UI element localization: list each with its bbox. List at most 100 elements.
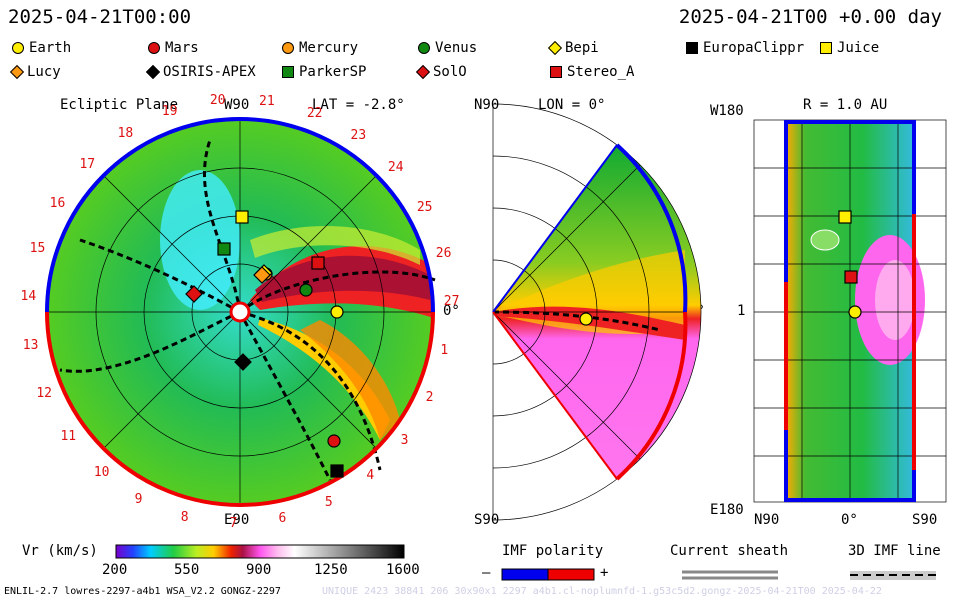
marker-juice (235, 210, 249, 224)
meridional-title: LON = 0° (538, 97, 606, 113)
sphere-mid-left: 1 (737, 303, 746, 319)
current-sheath-label: Current sheath (670, 543, 789, 559)
carrington-tick: 21 (259, 93, 275, 109)
marker-earth (330, 305, 344, 319)
ecliptic-plane-panel (45, 117, 436, 507)
legend-item-bepi: Bepi (547, 40, 599, 56)
legend-item-earth: Earth (12, 40, 71, 56)
legend-item-juice: Juice (820, 40, 879, 56)
carrington-tick: 15 (29, 240, 46, 256)
carrington-tick: 23 (350, 128, 367, 144)
carrington-tick: 16 (49, 195, 66, 211)
colorbar-tick: 900 (246, 562, 272, 578)
time-right: 2025-04-21T00 +0.00 day (678, 6, 942, 28)
carrington-tick: 27 (443, 294, 460, 310)
legend-marker-icon (550, 66, 562, 78)
watermark-info: UNIQUE 2423 38841 206 30x90x1 2297 a4b1.… (322, 586, 882, 597)
carrington-tick: 20 (209, 93, 226, 109)
carrington-tick: 5 (324, 494, 333, 510)
marker-stereo-a (311, 256, 325, 270)
carrington-tick: 6 (278, 510, 287, 526)
carrington-tick: 13 (22, 338, 39, 354)
legend-item-mercury: Mercury (282, 40, 358, 56)
carrington-tick: 26 (435, 245, 452, 261)
ecliptic-title: Ecliptic Plane (60, 97, 179, 113)
carrington-tick: 22 (306, 105, 323, 121)
legend-marker-icon (282, 42, 294, 54)
carrington-tick: 4 (366, 467, 375, 483)
carrington-tick: 24 (387, 160, 404, 176)
legend-marker-icon (418, 42, 430, 54)
ecliptic-right-label: 0° (443, 303, 460, 319)
legend-label: SolO (433, 64, 467, 80)
time-left: 2025-04-21T00:00 (8, 6, 192, 28)
legend-marker-icon (12, 42, 24, 54)
imf-plus: + (600, 565, 609, 581)
carrington-tick: 8 (180, 509, 189, 525)
carrington-tick: 10 (93, 464, 110, 480)
carrington-tick: 11 (60, 428, 77, 444)
marker-earth (579, 312, 593, 326)
colorbar-tick: 1250 (314, 562, 348, 578)
legend-item-europaclippr: EuropaClippr (686, 40, 804, 56)
imf-positive-swatch (547, 568, 595, 581)
vr-colorbar (115, 544, 405, 559)
legend-label: Juice (837, 40, 880, 56)
carrington-tick: 2 (425, 390, 434, 406)
carrington-tick: 17 (79, 156, 96, 172)
colorbar-tick: 550 (174, 562, 200, 578)
legend-item-mars: Mars (148, 40, 199, 56)
legend-marker-icon (686, 42, 698, 54)
meridional-panel (492, 103, 702, 521)
ecliptic-bottom-label: E90 (224, 512, 250, 528)
legend-label: Mercury (299, 40, 359, 56)
sphere-top-left: W180 (710, 103, 744, 119)
carrington-tick: 1 (440, 343, 449, 359)
carrington-tick: 12 (36, 385, 53, 401)
legend-item-lucy: Lucy (9, 64, 61, 80)
legend-marker-icon (282, 66, 294, 78)
sphere-x-label-0: 0° (841, 512, 858, 528)
ecliptic-top-label: W90 (224, 97, 250, 113)
legend-label: Earth (29, 40, 72, 56)
colorbar-tick: 200 (102, 562, 128, 578)
marker-lucy (253, 266, 271, 284)
legend-item-venus: Venus (418, 40, 477, 56)
legend-label: Bepi (565, 40, 599, 56)
carrington-tick: 3 (400, 432, 409, 448)
marker-osiris-apex (234, 353, 252, 371)
legend-label: Lucy (27, 64, 61, 80)
carrington-tick: 19 (161, 103, 178, 119)
sphere-x-label-n90: N90 (754, 512, 780, 528)
carrington-tick: 25 (416, 200, 433, 216)
marker-earth (848, 305, 862, 319)
legend-item-stereo-a: Stereo_A (550, 64, 634, 80)
legend-label: Mars (165, 40, 199, 56)
colorbar-label: Vr (km/s) (22, 543, 98, 559)
carrington-tick: 14 (20, 289, 37, 305)
marker-solo (185, 285, 203, 303)
legend-marker-icon (820, 42, 832, 54)
legend-label: OSIRIS-APEX (163, 64, 256, 80)
model-info: ENLIL-2.7 lowres-2297-a4b1 WSA_V2.2 GONG… (4, 586, 281, 597)
legend-label: ParkerSP (299, 64, 367, 80)
legend-item-solo: SolO (415, 64, 467, 80)
legend-label: Stereo_A (567, 64, 635, 80)
legend-item-parkersp: ParkerSP (282, 64, 366, 80)
object-markers (185, 210, 862, 478)
legend-label: EuropaClippr (703, 40, 805, 56)
marker-juice (838, 210, 852, 224)
legend-marker-icon (148, 42, 160, 54)
colorbar-tick: 1600 (386, 562, 420, 578)
imf-line-label: 3D IMF line (848, 543, 941, 559)
legend-item-osiris-apex: OSIRIS-APEX (145, 64, 256, 80)
imf-polarity-label: IMF polarity (502, 543, 604, 559)
legend-label: Venus (435, 40, 478, 56)
sphere-bottom-left: E180 (710, 502, 744, 518)
marker-parkersp (217, 242, 231, 256)
sphere-title: R = 1.0 AU (803, 97, 888, 113)
carrington-tick: 9 (134, 492, 143, 508)
imf-minus: – (482, 565, 491, 581)
marker-europaclippr (330, 464, 344, 478)
